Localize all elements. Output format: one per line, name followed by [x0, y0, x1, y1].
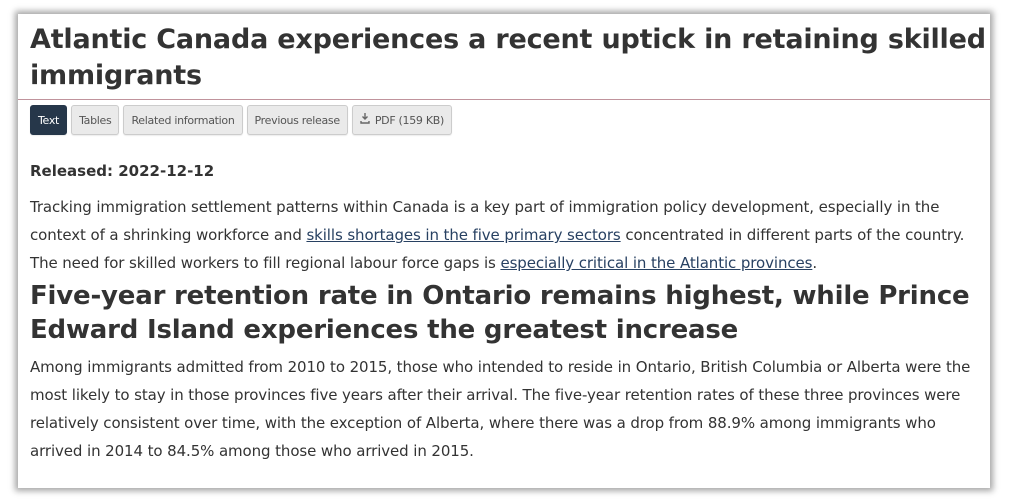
page-title: Atlantic Canada experiences a recent upt… [30, 24, 986, 91]
intro-text: . [812, 254, 818, 272]
tab-text[interactable]: Text [30, 105, 68, 135]
section-heading: Five-year retention rate in Ontario rema… [30, 281, 970, 345]
download-icon [360, 113, 370, 127]
intro-text: Tracking immigration settlement patterns… [30, 198, 940, 244]
article-header: Atlantic Canada experiences a recent upt… [30, 22, 990, 94]
article-body: Released: 2022-12-12 Tracking immigratio… [30, 160, 988, 465]
tab-label: PDF (159 KB) [374, 113, 444, 127]
tab-label: Related information [131, 113, 235, 127]
title-divider [18, 99, 990, 100]
tab-pdf[interactable]: PDF (159 KB) [351, 105, 452, 135]
tab-previous-release[interactable]: Previous release [246, 105, 348, 135]
screenshot-frame: Atlantic Canada experiences a recent upt… [18, 14, 990, 488]
intro-text: concentrated in different parts of the c… [30, 226, 965, 272]
atlantic-provinces-link[interactable]: especially critical in the Atlantic prov… [500, 254, 813, 272]
tab-label: Text [38, 113, 60, 127]
section-paragraph: Among immigrants admitted from 2010 to 2… [30, 358, 971, 460]
release-date: Released: 2022-12-12 [30, 162, 215, 180]
skills-shortages-link[interactable]: skills shortages in the five primary sec… [306, 226, 621, 244]
tab-bar: Text Tables Related information Previous… [30, 105, 452, 135]
intro-paragraph: Tracking immigration settlement patterns… [30, 193, 988, 277]
tab-label: Tables [79, 113, 112, 127]
tab-tables[interactable]: Tables [71, 105, 120, 135]
tab-related-information[interactable]: Related information [123, 105, 243, 135]
tab-label: Previous release [254, 113, 341, 127]
